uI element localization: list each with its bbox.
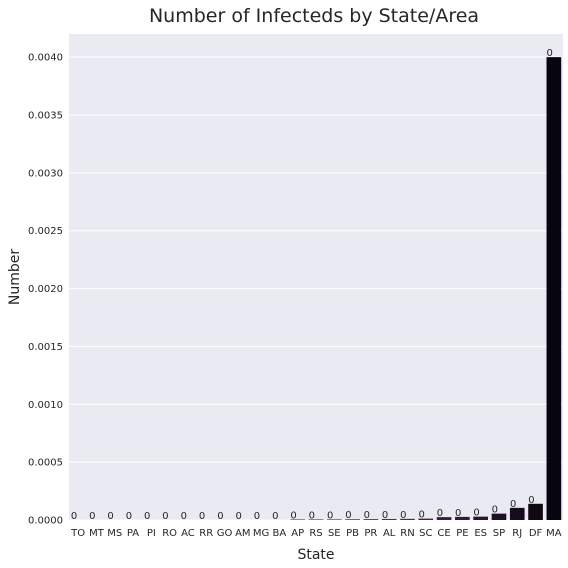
bar-value-label: 0 — [327, 510, 333, 521]
x-tick-label: RJ — [512, 528, 522, 539]
y-tick-label: 0.0035 — [28, 111, 63, 122]
bar-value-label: 0 — [437, 508, 443, 519]
x-tick-label: MA — [546, 528, 562, 539]
y-tick-label: 0.0025 — [28, 226, 63, 237]
bar-value-label: 0 — [382, 510, 388, 521]
bar-value-label: 0 — [290, 510, 296, 521]
x-axis-label: State — [297, 547, 334, 563]
bar-es — [473, 516, 488, 520]
bar-rj — [509, 507, 525, 520]
y-tick-label: 0.0010 — [28, 400, 63, 411]
x-tick-label: PR — [364, 528, 377, 539]
x-tick-label: MG — [253, 528, 269, 539]
x-tick-label: PE — [456, 528, 468, 539]
y-tick-label: 0.0030 — [28, 168, 63, 179]
data-labels: 0 0 0 0 0 0 0 0 0 0 0 0 0 0 0 0 0 0 0 0 0 0 0 0 0 0 0 — [71, 48, 553, 522]
bar-value-label: 0 — [199, 511, 205, 522]
bar-pr — [363, 519, 379, 520]
x-tick-label: RS — [309, 528, 322, 539]
bar-rn — [400, 518, 415, 520]
x-tick-label: CE — [437, 528, 450, 539]
bar-pb — [345, 519, 360, 520]
x-tick-label: PA — [127, 528, 139, 539]
bar-value-label: 0 — [309, 510, 315, 521]
y-tick-label: 0.0005 — [28, 458, 63, 469]
bar-value-label: 0 — [71, 511, 77, 522]
bar-value-label: 0 — [528, 495, 534, 506]
x-tick-label: RO — [162, 528, 177, 539]
x-tick-label: TO — [70, 528, 85, 539]
bar-value-label: 0 — [418, 510, 424, 521]
x-tick-label: SP — [493, 528, 505, 539]
bar-sp — [491, 513, 507, 520]
bar-ma — [546, 57, 562, 521]
bar-df — [528, 503, 543, 520]
x-tick-label: AL — [383, 528, 396, 539]
bar-rs — [308, 519, 324, 520]
x-tick-label: MT — [89, 528, 105, 539]
bar-se — [326, 519, 342, 520]
bar-value-label: 0 — [254, 511, 260, 522]
x-tick-label: PI — [147, 528, 156, 539]
y-axis-ticks: 0.0000 0.0005 0.0010 0.0015 0.0020 0.0025 0.00… — [28, 53, 63, 527]
bar-pe — [455, 516, 470, 520]
bar-value-label: 0 — [217, 511, 223, 522]
x-tick-label: AC — [181, 528, 195, 539]
bar-value-label: 0 — [162, 511, 168, 522]
bar-ce — [436, 517, 452, 520]
plot-area — [69, 34, 563, 520]
x-tick-label: SE — [328, 528, 341, 539]
y-axis-label: Number — [7, 249, 23, 305]
bar-value-label: 0 — [345, 510, 351, 521]
x-tick-label: RN — [400, 528, 414, 539]
bar-value-label: 0 — [400, 510, 406, 521]
bar-value-label: 0 — [272, 511, 278, 522]
bar-value-label: 0 — [89, 511, 95, 522]
x-tick-label: SC — [419, 528, 432, 539]
x-tick-label: AM — [235, 528, 250, 539]
x-tick-label: BA — [273, 528, 287, 539]
bar-value-label: 0 — [455, 508, 461, 519]
bar-value-label: 0 — [547, 48, 553, 59]
y-tick-label: 0.0020 — [28, 284, 63, 295]
bar-value-label: 0 — [144, 511, 150, 522]
y-tick-label: 0.0015 — [28, 342, 63, 353]
chart-title: Number of Infecteds by State/Area — [149, 5, 479, 27]
bars — [290, 57, 562, 521]
x-tick-label: PB — [346, 528, 359, 539]
x-tick-label: ES — [474, 528, 487, 539]
bar-value-label: 0 — [126, 511, 132, 522]
bar-value-label: 0 — [510, 499, 516, 510]
x-tick-label: GO — [217, 528, 233, 539]
x-axis-ticks: TO MT MS PA PI RO AC RR GO AM MG BA AP RS SE PB PR AL RN SC… — [70, 528, 562, 539]
bar-value-label: 0 — [107, 511, 113, 522]
bar-value-label: 0 — [473, 508, 479, 519]
bar-value-label: 0 — [235, 511, 241, 522]
bar-al — [381, 518, 397, 520]
y-tick-label: 0.0040 — [28, 53, 63, 64]
x-tick-label: AP — [291, 528, 304, 539]
bar-sc — [418, 518, 434, 520]
x-tick-label: DF — [529, 528, 543, 539]
bar-value-label: 0 — [364, 510, 370, 521]
bar-ap — [290, 519, 306, 520]
y-tick-label: 0.0000 — [28, 516, 63, 527]
bar-value-label: 0 — [181, 511, 187, 522]
x-tick-label: RR — [199, 528, 213, 539]
gridlines — [69, 56, 563, 521]
x-tick-label: MS — [107, 528, 122, 539]
bar-value-label: 0 — [492, 505, 498, 516]
